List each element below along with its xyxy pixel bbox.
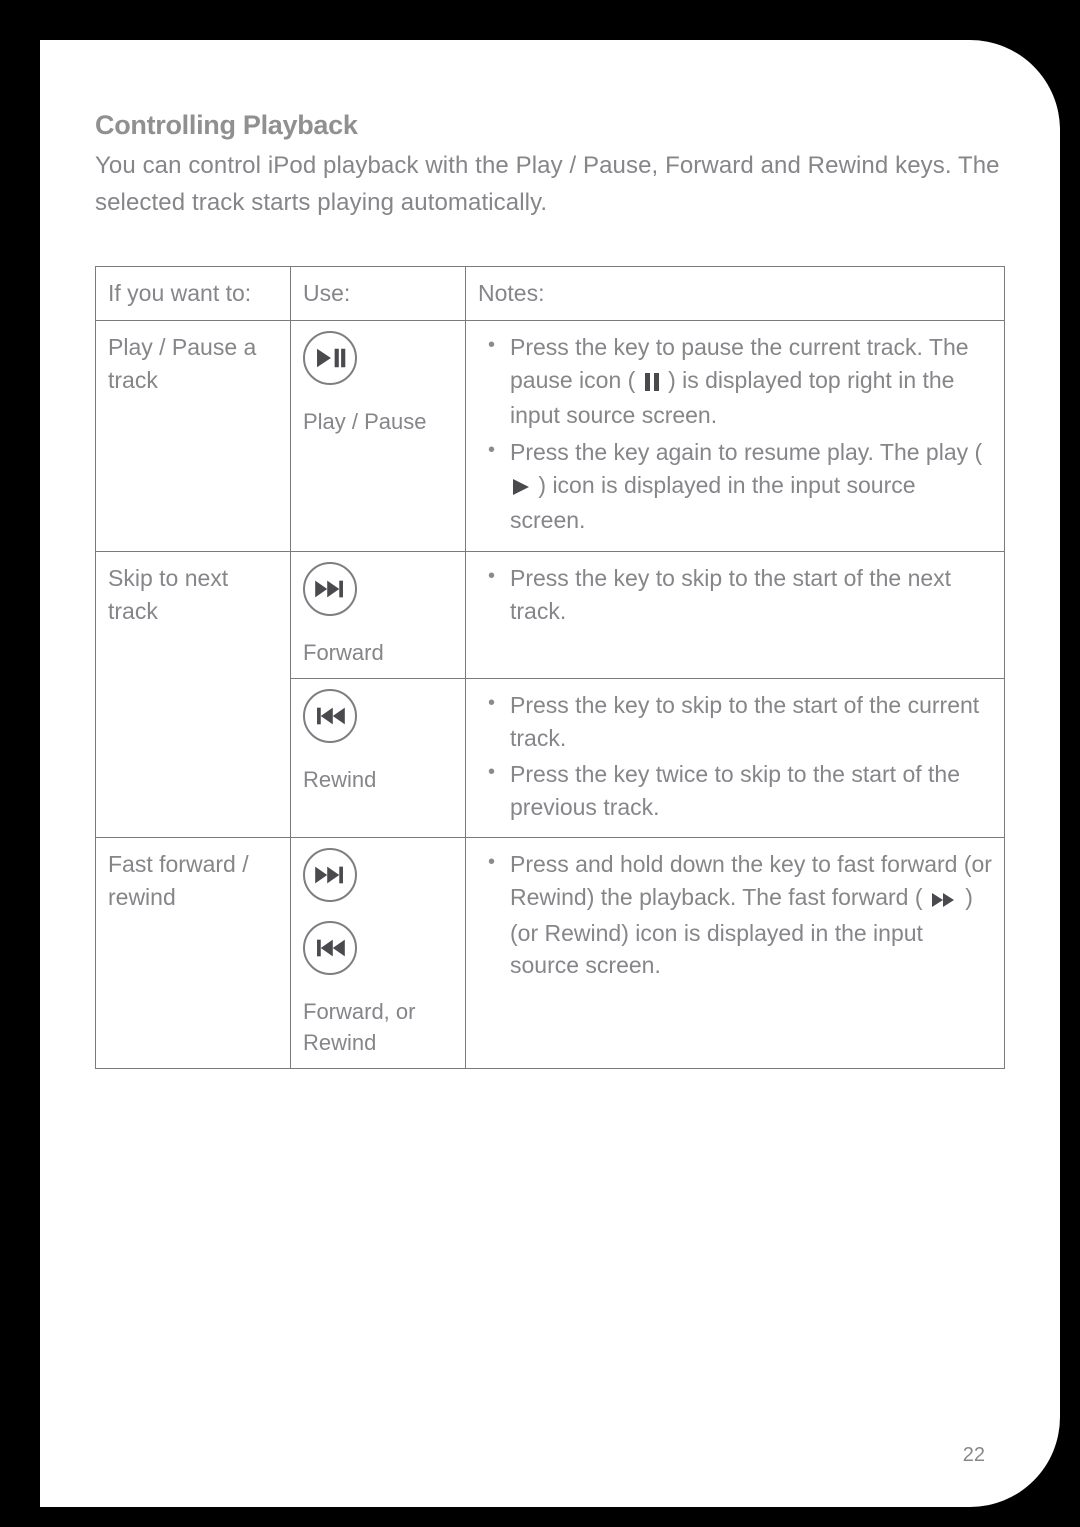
- use-label: Rewind: [303, 764, 453, 795]
- rewind-icon: [303, 689, 357, 743]
- page: Controlling Playback You can control iPo…: [40, 40, 1060, 1507]
- note-text: Press the key again to resume play. The …: [510, 439, 982, 465]
- note-text: ) icon is displayed in the input source …: [510, 472, 916, 534]
- th-notes: Notes:: [466, 267, 1005, 321]
- use-label: Forward, or Rewind: [303, 996, 453, 1058]
- cell-notes: Press the key to pause the current track…: [466, 321, 1005, 552]
- playback-table: If you want to: Use: Notes: Play / Pause…: [95, 266, 1005, 1069]
- cell-action: Play / Pause a track: [96, 321, 291, 552]
- play-pause-icon: [303, 331, 357, 385]
- cell-notes: Press the key to skip to the start of th…: [466, 678, 1005, 838]
- pause-inline-icon: [644, 367, 660, 400]
- row-play-pause: Play / Pause a track Play / Pause Press …: [96, 321, 1005, 552]
- th-action: If you want to:: [96, 267, 291, 321]
- note-item: Press and hold down the key to fast forw…: [478, 848, 992, 982]
- cell-use: Play / Pause: [291, 321, 466, 552]
- cell-action: Fast forward / rewind: [96, 838, 291, 1069]
- forward-icon: [303, 848, 357, 902]
- note-item: Press the key twice to skip to the start…: [478, 758, 992, 823]
- cell-notes: Press the key to skip to the start of th…: [466, 551, 1005, 678]
- page-number: 22: [963, 1444, 985, 1467]
- use-label: Play / Pause: [303, 406, 453, 437]
- note-item: Press the key again to resume play. The …: [478, 436, 992, 537]
- use-label: Forward: [303, 637, 453, 668]
- play-inline-icon: [512, 472, 530, 505]
- section-heading: Controlling Playback: [95, 110, 1005, 141]
- cell-notes: Press and hold down the key to fast forw…: [466, 838, 1005, 1069]
- table-header-row: If you want to: Use: Notes:: [96, 267, 1005, 321]
- note-text: Press and hold down the key to fast forw…: [510, 851, 992, 910]
- note-item: Press the key to skip to the start of th…: [478, 689, 992, 754]
- intro-paragraph: You can control iPod playback with the P…: [95, 147, 1005, 221]
- th-use: Use:: [291, 267, 466, 321]
- fastforward-inline-icon: [931, 884, 957, 917]
- cell-use: Forward, or Rewind: [291, 838, 466, 1069]
- cell-use: Forward: [291, 551, 466, 678]
- note-item: Press the key to pause the current track…: [478, 331, 992, 432]
- rewind-icon: [303, 921, 357, 975]
- row-skip-forward: Skip to next track Forward Press the key…: [96, 551, 1005, 678]
- forward-icon: [303, 562, 357, 616]
- cell-use: Rewind: [291, 678, 466, 838]
- row-ff-rewind: Fast forward / rewind Forwa: [96, 838, 1005, 1069]
- note-item: Press the key to skip to the start of th…: [478, 562, 992, 627]
- cell-action: Skip to next track: [96, 551, 291, 838]
